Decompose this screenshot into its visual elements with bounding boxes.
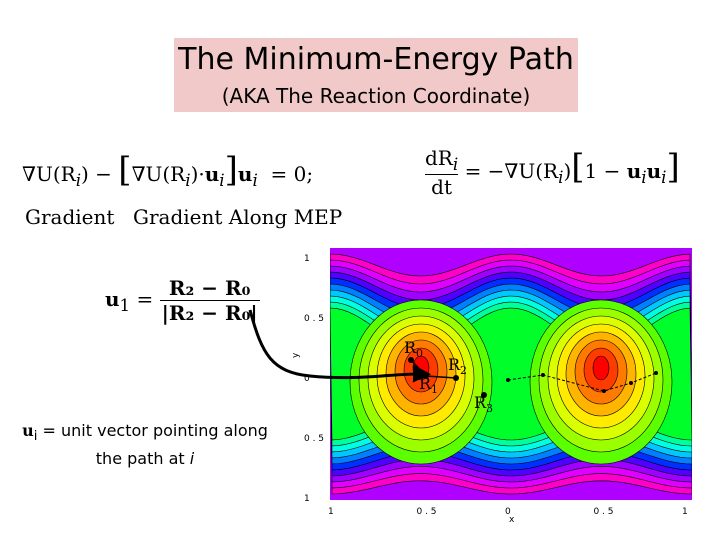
u1-equation: u1 = R₂ − R₀ |R₂ − R₀| <box>105 276 260 325</box>
point-r2 <box>453 375 459 381</box>
contour-ring <box>592 355 610 381</box>
x-tick-label: 0 <box>505 507 511 517</box>
x-tick-label: 1 <box>328 507 334 517</box>
note-sub: i <box>33 429 38 445</box>
eq2-lhs: dR <box>425 146 453 170</box>
eq2-den: dt <box>425 174 459 199</box>
x-tick-label: 1 <box>682 507 688 517</box>
y-tick-label: 1 <box>304 494 310 504</box>
path-point <box>506 378 510 382</box>
note-symbol: u <box>22 421 34 440</box>
eq1-rhs: = 0; <box>270 162 314 186</box>
path-point <box>654 371 658 375</box>
note-italic-i: i <box>189 449 195 469</box>
note-text: = unit vector pointing along the path at <box>37 421 268 469</box>
u1-den: |R₂ − R₀| <box>161 301 258 325</box>
page-subtitle: (AKA The Reaction Coordinate) <box>221 84 531 108</box>
eq2-rhs: = −∇U(R <box>464 159 559 183</box>
y-axis-label: y <box>291 352 301 358</box>
gradient-along-label: Gradient Along MEP <box>133 205 343 229</box>
y-tick-label: 0 . 5 <box>304 314 324 324</box>
contour-layers <box>330 253 692 495</box>
path-point <box>602 389 606 393</box>
u1-lhs: u <box>105 287 120 311</box>
gradient-equation: ∇U(Ri) − [∇U(Ri)·ui]ui = 0; <box>22 150 314 190</box>
x-axis-label: x <box>509 515 515 523</box>
point-r1 <box>423 373 429 379</box>
y-tick-label: 1 <box>304 254 310 264</box>
title-box: The Minimum-Energy Path (AKA The Reactio… <box>174 38 578 112</box>
gradient-label: Gradient <box>25 205 115 229</box>
x-tick-label: 0 . 5 <box>594 507 614 517</box>
point-r0 <box>408 357 414 363</box>
label-r2: R2 <box>448 355 467 377</box>
path-evolution-equation: dRi dt = −∇U(Ri)[1 − uiui] <box>425 146 680 199</box>
y-tick-label: 0 <box>304 374 310 384</box>
path-point <box>541 373 545 377</box>
u1-num: R₂ − R₀ <box>168 276 251 300</box>
eq1-lhs: ∇U(R <box>22 162 76 186</box>
path-point <box>629 381 633 385</box>
page-title: The Minimum-Energy Path <box>178 42 574 77</box>
x-tick-label: 0 . 5 <box>417 507 437 517</box>
point-r3 <box>481 392 487 398</box>
y-tick-label: 0 . 5 <box>304 434 324 444</box>
unit-vector-note: ui = unit vector pointing along the path… <box>20 420 270 470</box>
mep-path <box>507 372 657 392</box>
